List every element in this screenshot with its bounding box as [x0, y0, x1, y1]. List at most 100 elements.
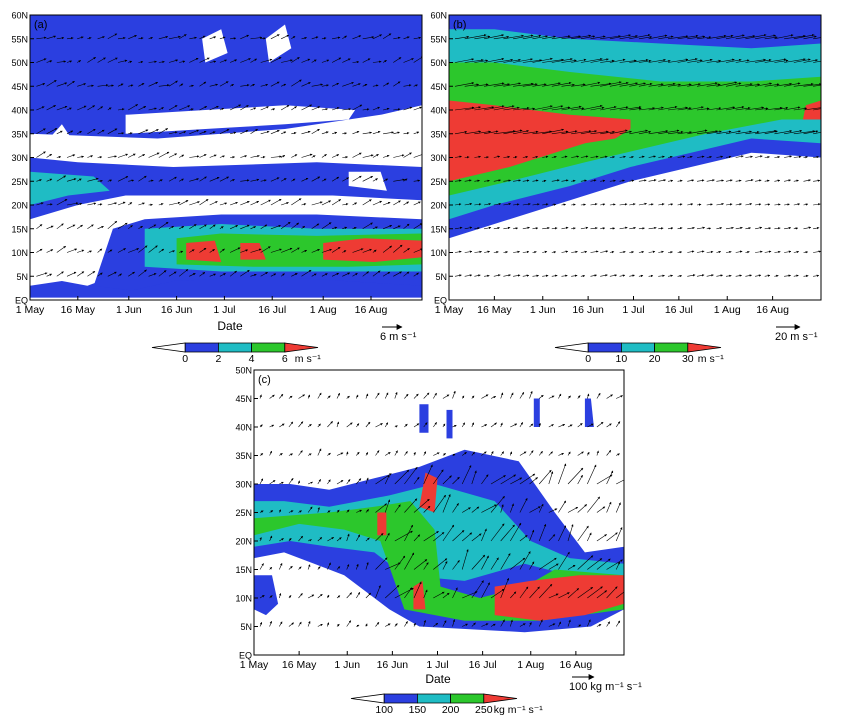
- wind-vector: [321, 248, 332, 253]
- wind-vector: [433, 494, 446, 513]
- wind-vector: [609, 106, 629, 111]
- wind-vector: [609, 81, 629, 87]
- wind-vector: [813, 60, 821, 63]
- wind-vector: [250, 178, 260, 182]
- wind-vector: [403, 152, 412, 158]
- wind-vector: [615, 561, 620, 570]
- wind-vector: [321, 108, 328, 111]
- wind-vector: [677, 203, 683, 206]
- wind-vector: [158, 84, 170, 87]
- panel-a: Date 0 2 4 6 m s⁻¹ 6 m s⁻¹ EQ 5N 10N 15N 20N 25N 3…: [11, 11, 423, 365]
- wind-vector: [454, 35, 470, 40]
- wind-vector: [600, 59, 615, 63]
- wind-vector: [474, 130, 491, 135]
- wind-vector: [529, 622, 532, 627]
- wind-vector: [346, 564, 350, 570]
- colorbar-segment: [587, 342, 622, 353]
- wind-vector: [667, 250, 673, 254]
- wind-vector: [500, 474, 517, 485]
- wind-vector: [510, 591, 517, 599]
- wind-vector: [542, 128, 564, 135]
- wind-vector: [519, 623, 526, 627]
- wind-vector: [209, 177, 220, 182]
- wind-vector: [307, 481, 314, 485]
- wind-vector: [735, 250, 743, 253]
- wind-vector: [755, 34, 776, 40]
- wind-vector: [189, 129, 199, 135]
- wind-vector: [259, 453, 264, 456]
- wind-vector: [168, 35, 181, 40]
- wind-vector: [413, 534, 421, 542]
- wind-vector: [138, 129, 149, 135]
- wind-vector: [219, 59, 227, 63]
- wind-vector: [365, 592, 372, 599]
- wind-vector: [813, 108, 821, 111]
- x-tick-label: 1 May: [16, 304, 45, 316]
- wind-vector: [596, 474, 613, 485]
- x-tick-label: 1 Aug: [310, 304, 337, 316]
- wind-vector: [356, 591, 361, 599]
- wind-vector: [500, 553, 511, 570]
- wind-vector: [270, 57, 282, 63]
- wind-vector: [725, 130, 741, 135]
- wind-vector: [577, 624, 582, 627]
- wind-vector: [503, 106, 520, 111]
- wind-vector: [413, 84, 418, 87]
- contour-region: [348, 171, 387, 191]
- wind-vector: [168, 59, 179, 63]
- wind-vector: [687, 129, 708, 135]
- wind-vector: [107, 84, 114, 87]
- wind-vector: [706, 155, 712, 159]
- wind-vector: [66, 154, 76, 158]
- wind-vector: [813, 132, 821, 135]
- wind-vector: [648, 179, 657, 182]
- wind-vector: [298, 566, 302, 570]
- wind-vector: [209, 201, 218, 206]
- wind-vector: [229, 225, 239, 230]
- wind-vector: [755, 274, 762, 277]
- wind-vector: [716, 58, 735, 63]
- wind-vector: [36, 106, 45, 111]
- wind-vector: [532, 130, 552, 135]
- wind-vector: [209, 154, 217, 158]
- wind-vector: [542, 226, 550, 230]
- wind-vector: [813, 37, 821, 40]
- wind-vector: [317, 566, 321, 570]
- wind-vector: [774, 129, 793, 135]
- wind-vector: [619, 250, 626, 254]
- wind-vector: [269, 566, 273, 570]
- wind-vector: [342, 250, 347, 253]
- wind-vector: [317, 623, 323, 627]
- wind-vector: [240, 269, 250, 277]
- wind-vector: [590, 58, 609, 63]
- wind-vector: [600, 155, 608, 159]
- wind-vector: [168, 225, 175, 230]
- wind-vector: [803, 274, 809, 278]
- wind-vector: [510, 619, 513, 627]
- wind-vector: [474, 274, 481, 277]
- wind-vector: [513, 82, 534, 87]
- wind-vector: [382, 33, 392, 40]
- wind-vector: [474, 227, 480, 230]
- wind-vector: [452, 530, 465, 542]
- wind-vector: [240, 58, 251, 63]
- panel-c-xlabel: Date: [425, 672, 451, 686]
- wind-vector: [117, 83, 124, 87]
- wind-vector: [638, 227, 645, 230]
- colorbar-level-label: 30: [682, 353, 694, 365]
- wind-vector: [687, 155, 693, 159]
- wind-vector: [362, 248, 372, 253]
- wind-vector: [609, 227, 616, 230]
- wind-vector: [619, 106, 642, 111]
- wind-vector: [493, 83, 510, 87]
- wind-vector: [375, 533, 384, 542]
- wind-vector: [423, 531, 439, 542]
- colorbar-unit: m s⁻¹: [295, 353, 321, 365]
- wind-vector: [199, 35, 206, 40]
- wind-vector: [280, 155, 286, 158]
- wind-vector: [179, 269, 189, 277]
- wind-vector: [56, 271, 64, 277]
- wind-vector: [696, 82, 718, 87]
- panel-c-reference-label: 100 kg m⁻¹ s⁻¹: [569, 681, 642, 693]
- wind-vector: [117, 273, 122, 277]
